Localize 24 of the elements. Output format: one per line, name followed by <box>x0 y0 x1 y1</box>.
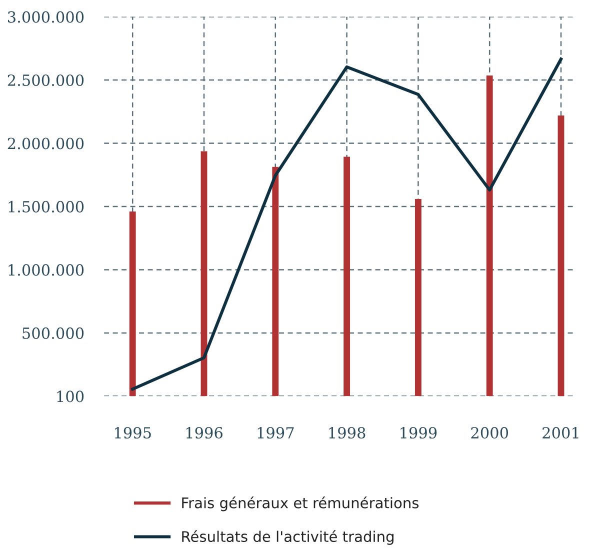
bar <box>414 199 422 396</box>
x-tick-label: 2001 <box>542 427 578 439</box>
bar <box>486 76 493 396</box>
legend-label: Frais généraux et rémunérations <box>182 496 419 512</box>
y-tick-label: 100 <box>57 390 84 402</box>
x-tick-label: 1999 <box>400 427 437 439</box>
x-tick-label: 1995 <box>115 427 151 439</box>
line-series <box>131 58 563 391</box>
y-tick-label: 2.000.000 <box>8 138 84 150</box>
x-tick-label: 1997 <box>258 427 294 439</box>
y-tick-label: 1.500.000 <box>8 200 84 212</box>
bar <box>558 116 564 396</box>
bar <box>344 156 350 396</box>
y-tick-label: 3.000.000 <box>8 11 84 23</box>
y-tick-label: 2.500.000 <box>8 74 84 86</box>
legend-label: Résultats de l'activité trading <box>182 530 394 545</box>
bar <box>129 212 136 396</box>
x-tick-label: 1998 <box>329 427 366 439</box>
x-tick-label: 2000 <box>471 427 508 439</box>
x-tick-label: 1996 <box>186 427 222 439</box>
bar <box>272 166 279 396</box>
bar <box>200 151 208 396</box>
y-tick-label: 1.000.000 <box>8 264 84 276</box>
y-tick-label: 500.000 <box>22 327 84 339</box>
